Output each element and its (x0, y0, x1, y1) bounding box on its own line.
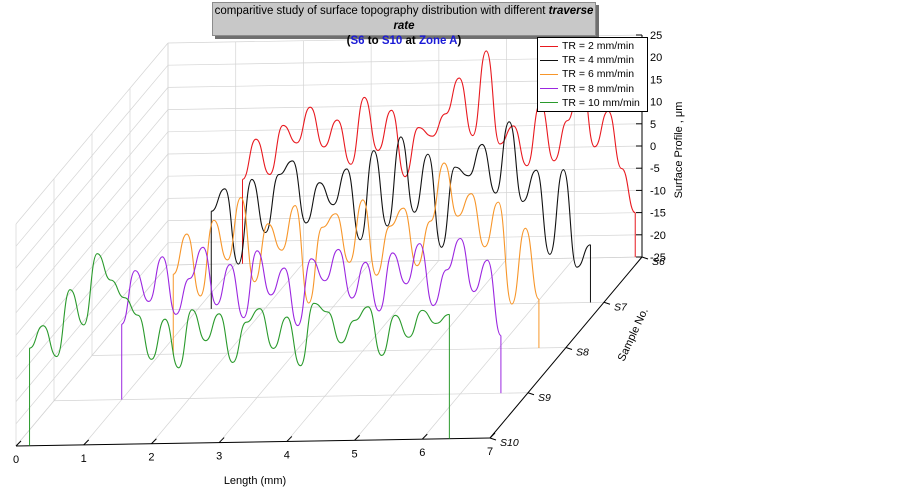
x-tick-mark (489, 432, 496, 439)
x-tick-label: 7 (487, 446, 493, 458)
x-tick-mark (286, 436, 293, 442)
x-tick-mark (15, 440, 22, 447)
title-at: at (402, 35, 419, 47)
floor-gridline (53, 392, 529, 402)
legend-entry: TR = 8 mm/min (540, 82, 645, 96)
title-line-2: (S6 to S10 at Zone A) (213, 34, 595, 49)
title-text: comparitive study of surface topography … (214, 5, 549, 17)
back-wall-gridline (167, 123, 643, 133)
sample-tick-label: S6 (652, 256, 665, 268)
z-tick-label: 20 (650, 52, 662, 64)
x-tick-mark (218, 437, 225, 443)
title-emphasis: traverse rate (393, 5, 594, 32)
legend-label: TR = 2 mm/min (562, 40, 635, 52)
x-tick-label: 0 (13, 454, 19, 466)
sample-tick-label: S7 (614, 301, 628, 313)
title-sample-start: S6 (350, 35, 365, 47)
x-tick-mark (354, 434, 360, 441)
x-tick-mark (83, 439, 90, 446)
x-tick-label: 2 (148, 452, 154, 464)
legend-line (540, 88, 558, 90)
z-tick-label: 25 (650, 30, 662, 42)
y-axis-label: Sample No. (616, 306, 651, 363)
z-tick-label: 10 (650, 97, 662, 109)
legend-label: TR = 4 mm/min (562, 54, 635, 67)
z-tick-label: -25 (650, 252, 666, 264)
axis-layer: 0 1 2 3 4 5 6 72520151050-5-10-15-20-25S6S7S8S9… (13, 30, 666, 466)
z-tick-label: -15 (650, 208, 666, 220)
title-paren-close: ) (457, 35, 462, 47)
legend-label: TR = 8 mm/min (562, 82, 635, 95)
title-line-1: comparitive study of surface topography … (213, 3, 595, 34)
x-tick-label: 1 (81, 453, 87, 465)
sample-tick-label: S10 (500, 437, 519, 449)
series-line (29, 253, 450, 369)
x-tick-label: 4 (284, 449, 290, 461)
back-wall-gridline (167, 167, 643, 177)
legend-line (540, 74, 558, 75)
sample-tick-mark (489, 437, 497, 441)
sample-tick-label: S9 (538, 392, 551, 404)
back-wall-gridline (167, 212, 643, 221)
series-line (172, 162, 540, 305)
series-line (121, 237, 502, 337)
legend-line (540, 59, 558, 61)
x-tick-label: 6 (419, 447, 425, 459)
legend-entry: TR = 4 mm/min (540, 53, 645, 67)
x-tick-mark (421, 433, 428, 440)
legend-entry: TR = 2 mm/min (540, 39, 645, 53)
sample-tick-mark (603, 301, 611, 305)
sample-tick-mark (565, 347, 573, 350)
x-tick-label: 5 (352, 448, 358, 460)
legend-label: TR = 10 mm/min (562, 96, 640, 109)
sample-tick-mark (641, 256, 649, 260)
series-layer (29, 50, 636, 446)
legend-line (540, 45, 558, 47)
sample-tick-label: S8 (576, 347, 589, 359)
back-wall-gridline (167, 190, 643, 199)
x-tick-label: 3 (216, 451, 222, 463)
sample-tick-mark (527, 392, 535, 396)
z-tick-label: -10 (650, 185, 666, 197)
series-line (241, 50, 636, 214)
floor-gridline (167, 256, 643, 266)
z-tick-label: 15 (650, 74, 662, 86)
title-paren-open: ( (346, 35, 351, 47)
z-tick-label: 0 (650, 141, 656, 153)
legend: TR = 2 mm/min TR = 4 mm/min TR = 6 mm/mi… (537, 37, 648, 113)
z-tick-label: -20 (650, 230, 666, 242)
title-to: to (364, 35, 382, 47)
legend-label: TR = 6 mm/min (562, 68, 635, 81)
z-axis-label: Surface Profile , μm (673, 102, 685, 199)
x-axis-line (15, 437, 491, 447)
legend-line (540, 102, 558, 104)
legend-entry: TR = 10 mm/min (540, 96, 645, 110)
z-tick-label: 5 (650, 119, 656, 131)
z-tick-label: -5 (650, 163, 660, 175)
x-axis-label: Length (mm) (224, 475, 286, 487)
back-wall-gridline (167, 34, 643, 44)
floor-gridline (129, 301, 605, 311)
x-tick-mark (151, 438, 157, 445)
title-sample-end: S10 (381, 35, 403, 47)
chart-title: comparitive study of surface topography … (212, 2, 596, 47)
title-zone: Zone A (418, 35, 458, 47)
series-line (211, 121, 591, 268)
back-wall-gridline (167, 234, 643, 244)
legend-entry: TR = 6 mm/min (540, 67, 645, 81)
floor-gridline (91, 347, 567, 356)
